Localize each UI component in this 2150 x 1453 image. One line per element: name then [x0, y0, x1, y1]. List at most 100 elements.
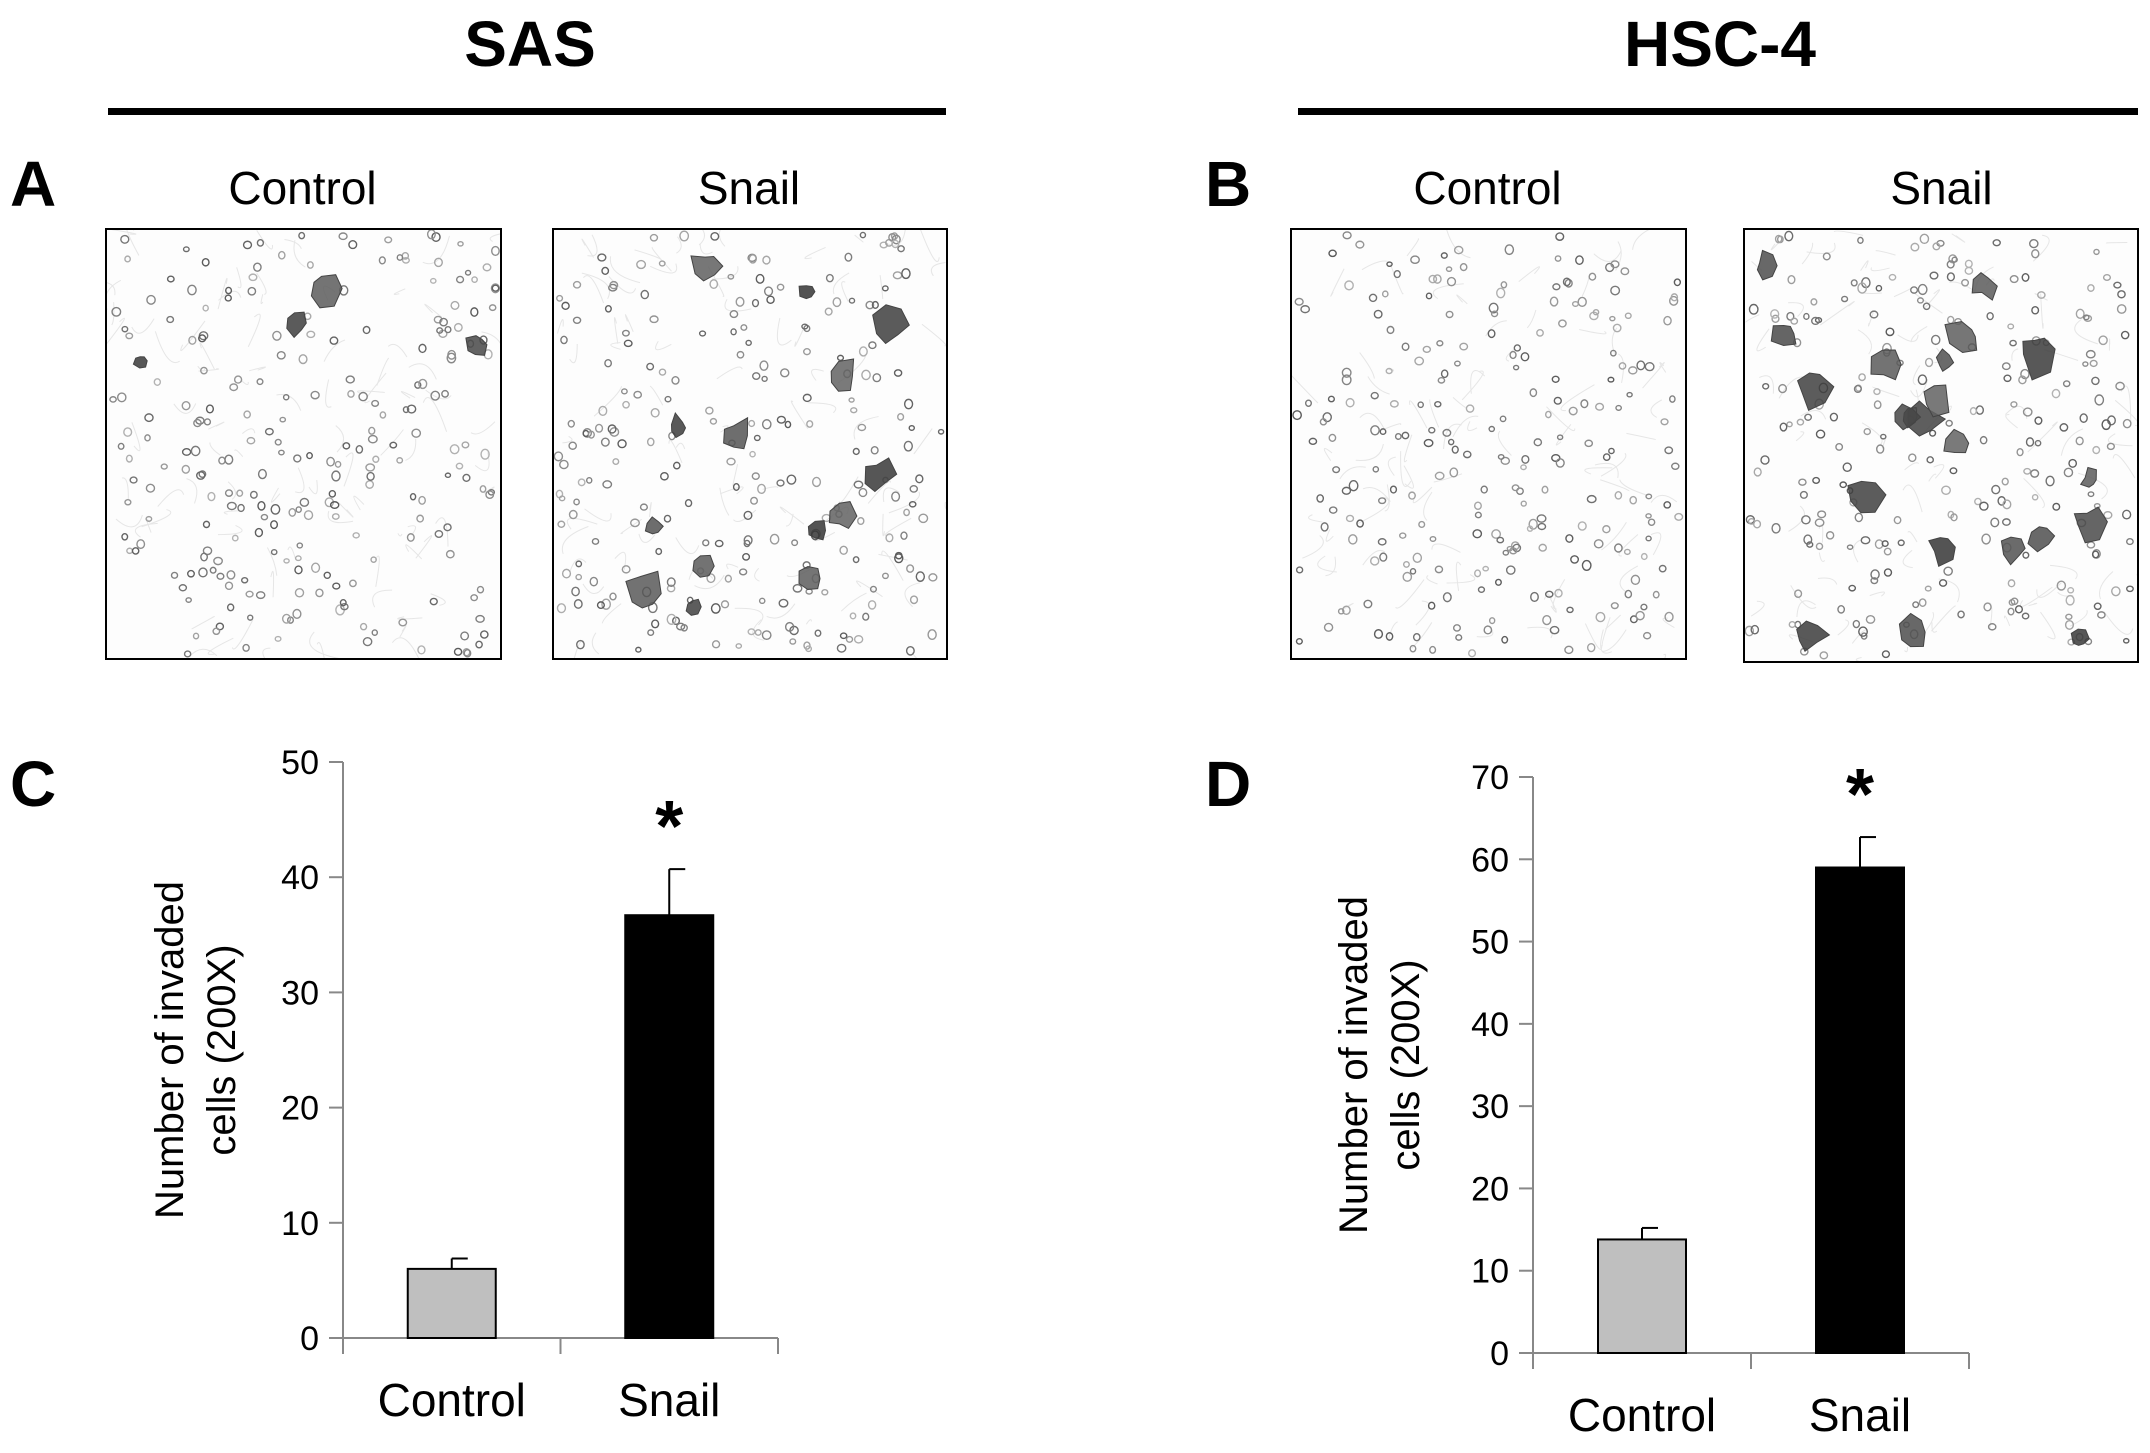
- membrane-pore: [1308, 437, 1318, 446]
- membrane-pore: [242, 643, 250, 652]
- membrane-pore: [306, 330, 316, 339]
- image-label-hsc4-snail: Snail: [1890, 162, 1993, 214]
- membrane-pore: [349, 579, 357, 588]
- membrane-pore: [1663, 315, 1672, 326]
- membrane-pore: [705, 406, 714, 415]
- membrane-pore: [621, 329, 630, 337]
- membrane-pore: [2007, 323, 2015, 330]
- membrane-fiber: [107, 279, 122, 310]
- membrane-pore: [406, 404, 417, 414]
- membrane-pore: [848, 397, 855, 403]
- membrane-pore: [2016, 447, 2024, 457]
- membrane-pore: [205, 404, 215, 414]
- membrane-pore: [1368, 293, 1378, 303]
- membrane-pore: [1618, 362, 1627, 370]
- membrane-pore: [1564, 278, 1573, 288]
- invaded-cell: [1796, 620, 1831, 652]
- membrane-fiber: [316, 641, 325, 658]
- membrane-pore: [585, 476, 593, 484]
- membrane-pore: [2031, 306, 2040, 315]
- membrane-pore: [433, 257, 443, 268]
- membrane-fiber: [581, 238, 595, 258]
- x-category-label: Snail: [618, 1374, 720, 1426]
- membrane-pore: [561, 568, 572, 579]
- membrane-fiber: [766, 603, 796, 619]
- membrane-pore: [811, 476, 822, 488]
- membrane-pore: [480, 630, 489, 639]
- membrane-fiber: [1429, 399, 1440, 428]
- invaded-cell: [1943, 428, 1970, 454]
- membrane-pore: [825, 273, 834, 283]
- micrograph-hsc4-snail: [1743, 228, 2139, 663]
- membrane-pore: [1412, 633, 1421, 642]
- membrane-fiber: [1924, 289, 1941, 308]
- membrane-pore: [871, 300, 879, 310]
- membrane-pore: [2007, 607, 2015, 616]
- membrane-pore: [1810, 298, 1818, 306]
- membrane-pore: [1575, 255, 1584, 266]
- membrane-fiber: [1355, 443, 1384, 462]
- panel-letter-d: D: [1205, 748, 1252, 820]
- membrane-pore: [213, 556, 223, 566]
- membrane-fiber: [1867, 312, 1874, 327]
- membrane-pore: [1645, 535, 1652, 542]
- membrane-pore: [1490, 310, 1499, 318]
- membrane-pore: [352, 532, 360, 539]
- membrane-fiber: [1359, 352, 1375, 379]
- membrane-fiber: [247, 313, 261, 348]
- membrane-fiber: [2034, 293, 2048, 301]
- membrane-pore: [1623, 548, 1631, 556]
- membrane-pore: [311, 562, 321, 574]
- membrane-fiber: [266, 547, 278, 576]
- y-tick-label: 40: [281, 859, 319, 897]
- membrane-pore: [1586, 494, 1597, 504]
- membrane-pore: [1885, 327, 1895, 337]
- membrane-pore: [2023, 467, 2032, 475]
- membrane-pore: [1946, 260, 1955, 269]
- membrane-fiber: [1452, 397, 1467, 409]
- invaded-cell: [132, 356, 148, 369]
- membrane-pore: [2091, 550, 2100, 559]
- membrane-fiber: [1605, 614, 1622, 630]
- membrane-fiber: [719, 487, 730, 516]
- membrane-pore: [598, 405, 608, 417]
- membrane-pore: [2001, 362, 2011, 371]
- membrane-fiber: [1615, 241, 1622, 271]
- membrane-fiber: [638, 533, 656, 543]
- membrane-pore: [901, 268, 911, 280]
- membrane-pore: [556, 294, 564, 302]
- membrane-pore: [1943, 566, 1953, 576]
- membrane-fiber: [911, 652, 918, 658]
- membrane-pore: [371, 399, 380, 407]
- membrane-pore: [294, 555, 302, 562]
- membrane-pore: [1825, 531, 1835, 540]
- membrane-pore: [306, 261, 314, 269]
- membrane-pore: [2029, 238, 2039, 249]
- membrane-fiber: [1881, 435, 1887, 449]
- membrane-pore: [1337, 608, 1345, 615]
- membrane-pore: [784, 621, 795, 632]
- membrane-fiber: [343, 452, 354, 487]
- membrane-pore: [706, 573, 716, 584]
- membrane-pore: [1564, 645, 1574, 655]
- membrane-pore: [1373, 629, 1384, 639]
- membrane-fiber: [2114, 399, 2137, 427]
- membrane-pore: [1304, 399, 1312, 407]
- membrane-fiber: [1893, 287, 1913, 298]
- invaded-cell: [1796, 372, 1835, 411]
- membrane-pore: [480, 448, 490, 460]
- membrane-pore: [1983, 602, 1992, 612]
- membrane-pore: [743, 535, 753, 546]
- membrane-pore: [1386, 261, 1393, 267]
- membrane-pore: [396, 457, 404, 464]
- membrane-fiber: [733, 509, 757, 523]
- membrane-fiber: [2028, 602, 2038, 607]
- membrane-pore: [2020, 368, 2030, 380]
- membrane-pore: [224, 581, 234, 591]
- invaded-cell: [798, 285, 816, 300]
- membrane-pore: [666, 584, 676, 593]
- membrane-pore: [2094, 394, 2105, 406]
- membrane-pore: [417, 645, 426, 655]
- membrane-pore: [131, 547, 140, 555]
- membrane-pore: [1577, 296, 1587, 308]
